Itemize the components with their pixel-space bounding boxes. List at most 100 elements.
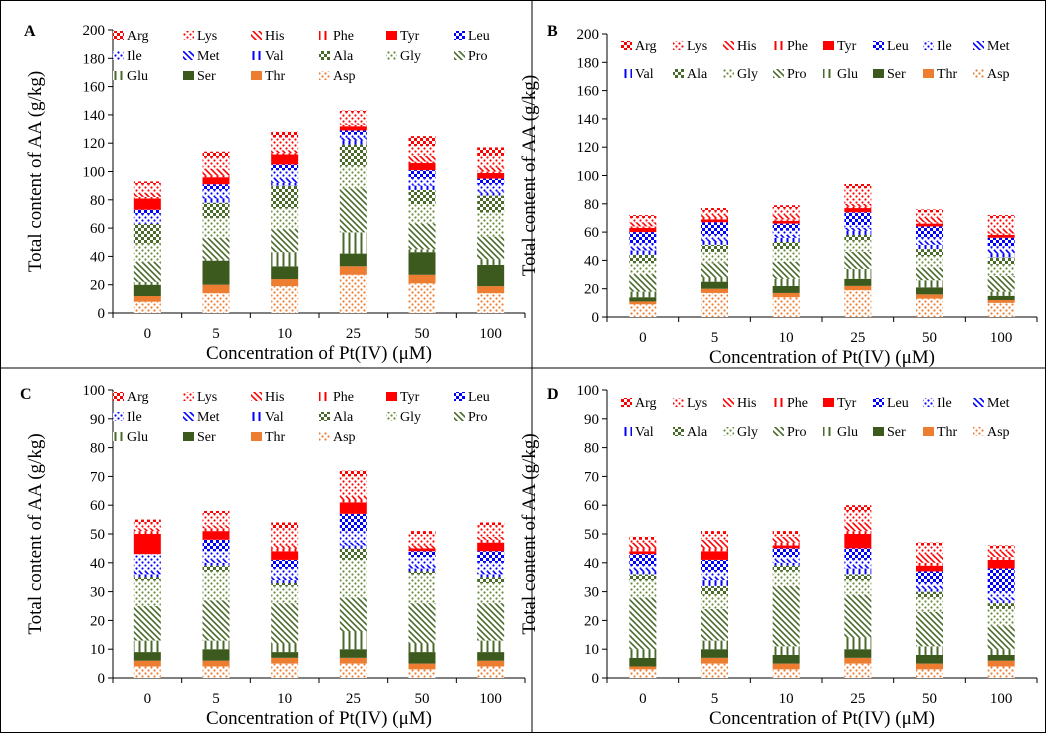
legend-swatch [183, 432, 194, 441]
bar-b-5-tyr [701, 219, 728, 223]
bar-a-25-leu [339, 130, 367, 135]
bar-b-5-gly [701, 251, 728, 264]
bar-a-25-ile [339, 134, 367, 138]
y-tick-label: 200 [577, 27, 600, 43]
bar-b-0-ile [629, 243, 657, 248]
bar-b-25-ser [844, 278, 872, 286]
bar-c-5-ile [202, 551, 230, 560]
bar-c-10-met [271, 577, 299, 581]
bar-a-5-leu [202, 184, 230, 190]
legend-label: Ile [127, 410, 142, 425]
bar-b-5-glu [701, 277, 728, 282]
legend-item-a-ala: Ala [319, 49, 354, 64]
legend-swatch [454, 31, 465, 40]
bar-b-5-ala [701, 244, 728, 252]
y-tick-label: 140 [577, 112, 600, 128]
y-tick-label: 140 [83, 108, 106, 124]
bar-d-5-his [701, 539, 728, 549]
bar-d-0-glu [629, 649, 657, 658]
legend-swatch [113, 432, 124, 441]
bar-a-50-ala [408, 189, 436, 205]
bar-d-5-thr [701, 657, 728, 664]
panel-letter-b: B [547, 23, 558, 40]
y-axis-title: Total content of AA (g/kg) [25, 71, 46, 272]
x-axis-title: Concentration of Pt(IV) (μM) [709, 708, 935, 729]
x-tick-label: 100 [990, 330, 1013, 346]
legend-item-a-his: His [251, 29, 284, 44]
bar-b-5-pro [701, 263, 728, 278]
legend-swatch [723, 69, 734, 78]
legend-item-c-his: His [251, 390, 284, 405]
bar-d-0-lys [629, 539, 657, 543]
bar-b-25-gly [844, 240, 872, 252]
bar-b-5-ser [701, 281, 728, 289]
bar-a-100-pro [477, 236, 505, 260]
y-tick-label: 10 [90, 642, 105, 658]
bar-b-100-val [987, 253, 1015, 258]
bar-d-0-gly [629, 580, 657, 598]
bar-d-5-pro [701, 608, 728, 641]
legend-swatch [873, 41, 884, 50]
legend-label: Leu [468, 390, 490, 405]
bar-a-10-met [271, 178, 299, 183]
legend-item-b-tyr: Tyr [823, 39, 857, 54]
legend-item-d-val: Val [621, 425, 654, 440]
bar-c-25-ala [339, 548, 367, 560]
bar-c-0-pro [133, 606, 161, 641]
y-tick-label: 160 [83, 80, 106, 96]
legend-label: Asp [333, 69, 356, 84]
x-axis-title: Concentration of Pt(IV) (μM) [709, 347, 935, 368]
legend-swatch [923, 398, 934, 407]
legend-item-a-phe: Phe [319, 29, 354, 44]
bar-b-5-his [701, 215, 728, 218]
legend-swatch [823, 427, 834, 436]
bar-c-10-arg [271, 522, 299, 529]
legend-label: Pro [787, 425, 806, 440]
legend-item-d-gly: Gly [723, 425, 758, 440]
bar-b-25-asp [844, 290, 872, 317]
y-axis-title: Total content of AA (g/kg) [519, 75, 540, 276]
legend-swatch [251, 71, 262, 80]
legend-swatch [873, 69, 884, 78]
bar-a-10-his [271, 150, 299, 154]
bar-d-10-val [772, 562, 800, 566]
bar-b-5-lys [701, 210, 728, 216]
legend-label: Glu [127, 430, 148, 445]
legend-label: Thr [265, 69, 286, 84]
bar-c-0-asp [133, 666, 161, 678]
legend-swatch [621, 427, 632, 436]
bar-b-10-ile [772, 230, 800, 235]
bar-c-25-met [339, 542, 367, 546]
legend-swatch [773, 398, 784, 407]
bar-b-10-met [772, 234, 800, 238]
bar-b-50-tyr [916, 223, 943, 227]
legend-swatch [673, 69, 684, 78]
bar-d-10-asp [772, 669, 800, 678]
bar-d-50-tyr [916, 565, 943, 572]
bar-d-25-leu [844, 548, 872, 560]
bar-a-5-his [202, 168, 230, 176]
bar-d-10-pro [772, 585, 800, 647]
bar-a-25-glu [339, 232, 367, 254]
bar-b-100-pro [987, 275, 1015, 292]
bar-d-0-pro [629, 597, 657, 650]
bar-b-0-lys [629, 217, 657, 223]
bar-b-10-his [772, 215, 800, 220]
bar-a-5-gly [202, 218, 230, 239]
bar-c-100-asp [477, 666, 505, 678]
y-tick-label: 10 [584, 642, 599, 658]
y-tick-label: 30 [584, 585, 599, 601]
bar-d-25-glu [844, 637, 872, 650]
legend-item-c-phe: Phe [319, 390, 354, 405]
bar-b-25-met [844, 227, 872, 231]
bar-c-5-leu [202, 539, 230, 552]
legend-label: Phe [333, 29, 354, 44]
bar-a-0-ala [133, 223, 161, 244]
bar-c-100-arg [477, 522, 505, 526]
bar-b-100-his [987, 229, 1015, 234]
bar-c-0-thr [133, 660, 161, 667]
legend-swatch [183, 31, 194, 40]
y-tick-label: 50 [90, 527, 105, 543]
bar-d-0-arg [629, 536, 657, 540]
